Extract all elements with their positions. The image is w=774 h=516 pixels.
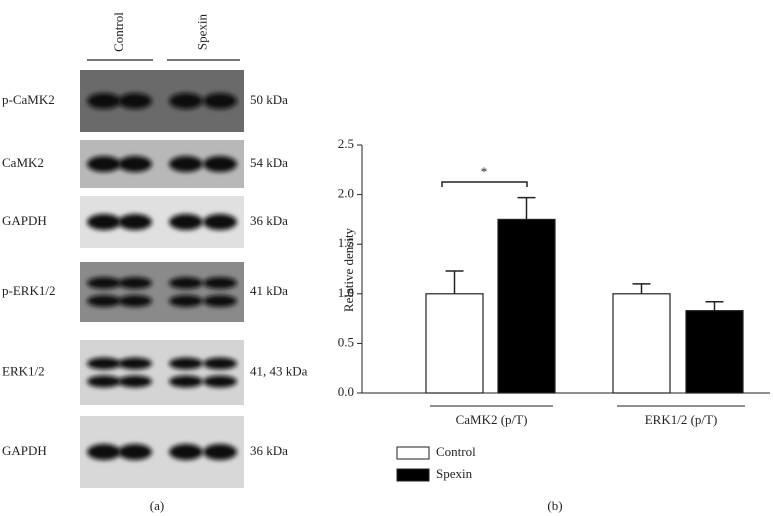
blot-band [169, 295, 203, 307]
blot-row-label: GAPDH [2, 213, 47, 228]
blot-band [169, 444, 203, 460]
blot-band [169, 214, 203, 230]
blot-band [87, 277, 121, 289]
blot-band [118, 444, 152, 460]
blot-row-label: ERK1/2 [2, 363, 45, 378]
legend-swatch [396, 446, 430, 460]
blot-row-label: p-ERK1/2 [2, 283, 55, 298]
bar [497, 218, 556, 394]
blot-band [203, 357, 237, 370]
y-tick-label: 2.0 [338, 186, 354, 201]
blot-row-label: GAPDH [2, 443, 47, 458]
blot-size-label: 41 kDa [250, 283, 288, 298]
lane-group-label: Spexin [194, 13, 209, 50]
blot-size-label: 36 kDa [250, 213, 288, 228]
y-tick-label: 0.5 [338, 334, 354, 349]
legend-label: Spexin [436, 466, 473, 481]
error-bar [517, 196, 536, 220]
significance-label: * [481, 164, 488, 179]
blot-size-label: 50 kDa [250, 92, 288, 107]
significance-bracket [441, 181, 528, 187]
error-bar [632, 283, 651, 294]
legend-label: Control [436, 444, 476, 459]
blot-band [118, 277, 152, 289]
error-bar [705, 300, 724, 311]
legend-swatch [396, 468, 430, 482]
blot-band [203, 214, 237, 230]
blot-band [118, 93, 152, 109]
blot-band [87, 93, 121, 109]
blot-band [169, 277, 203, 289]
x-tick-label: ERK1/2 (p/T) [645, 412, 718, 427]
bar [425, 293, 484, 394]
blot-band [118, 375, 152, 388]
panel-label: (a) [150, 498, 164, 513]
blot-band [203, 444, 237, 460]
panel-label: (b) [547, 498, 562, 513]
blot-band [118, 214, 152, 230]
x-tick-label: CaMK2 (p/T) [456, 412, 528, 427]
blot-size-label: 41, 43 kDa [250, 363, 308, 378]
bar [612, 293, 671, 394]
error-bar [445, 270, 464, 294]
y-tick-label: 1.0 [338, 285, 354, 300]
bar [685, 310, 744, 394]
blot-band [118, 156, 152, 172]
blot-row-label: CaMK2 [2, 155, 44, 170]
blot-strip [80, 340, 244, 405]
blot-band [203, 295, 237, 307]
blot-band [203, 277, 237, 289]
y-tick-label: 0.0 [338, 384, 354, 399]
blot-band [87, 357, 121, 370]
lane-group-label: Control [111, 12, 126, 52]
blot-band [87, 156, 121, 172]
y-axis-label: Relative density [341, 227, 356, 312]
blot-band [87, 295, 121, 307]
blot-band [169, 375, 203, 388]
blot-band [169, 93, 203, 109]
blot-band [87, 375, 121, 388]
blot-band [87, 444, 121, 460]
blot-row-label: p-CaMK2 [2, 92, 55, 107]
blot-strip [80, 262, 244, 322]
blot-band [203, 375, 237, 388]
y-tick-label: 1.5 [338, 235, 354, 250]
blot-band [203, 93, 237, 109]
blot-band [203, 156, 237, 172]
blot-band [118, 357, 152, 370]
blot-band [169, 357, 203, 370]
blot-size-label: 36 kDa [250, 443, 288, 458]
blot-band [169, 156, 203, 172]
blot-band [118, 295, 152, 307]
blot-size-label: 54 kDa [250, 155, 288, 170]
y-tick-label: 2.5 [338, 136, 354, 151]
blot-band [87, 214, 121, 230]
